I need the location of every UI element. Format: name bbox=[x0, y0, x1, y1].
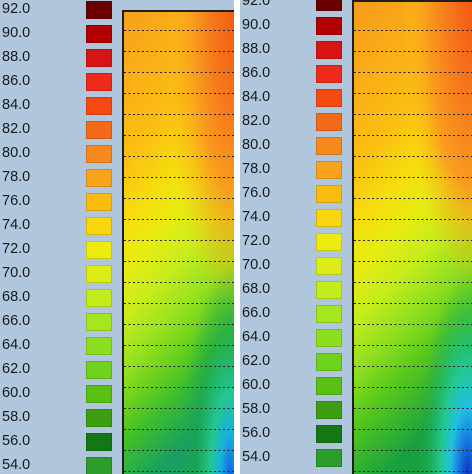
legend-swatch bbox=[86, 385, 112, 403]
legend-swatch bbox=[86, 169, 112, 187]
legend-swatch bbox=[316, 17, 342, 35]
legend-swatch bbox=[86, 313, 112, 331]
legend-label: 88.0 bbox=[2, 49, 31, 65]
contour-plot-right bbox=[352, 0, 472, 474]
legend-swatch bbox=[86, 49, 112, 67]
legend-label: 86.0 bbox=[242, 65, 271, 81]
legend-swatch bbox=[316, 353, 342, 371]
left-panel: 92.0 90.0 88.0 86.0 84.0 82.0 80.0 78.0 76.0 74.0… bbox=[0, 0, 234, 474]
legend-label: 74.0 bbox=[2, 217, 31, 233]
legend-label: 92.0 bbox=[242, 0, 271, 9]
legend-swatch bbox=[316, 0, 342, 11]
legend-label: 84.0 bbox=[2, 97, 31, 113]
contour-plot-left bbox=[122, 10, 234, 474]
legend-label: 70.0 bbox=[242, 257, 271, 273]
legend-label: 92.0 bbox=[2, 1, 31, 17]
legend-swatch bbox=[86, 217, 112, 235]
panel-divider bbox=[234, 0, 240, 474]
legend-swatch bbox=[86, 289, 112, 307]
legend-swatch bbox=[86, 265, 112, 283]
legend-label: 72.0 bbox=[2, 241, 31, 257]
legend-label: 58.0 bbox=[2, 409, 31, 425]
legend-label: 88.0 bbox=[242, 41, 271, 57]
legend-label: 68.0 bbox=[242, 281, 271, 297]
legend-swatch bbox=[86, 457, 112, 474]
legend-swatch bbox=[316, 233, 342, 251]
legend-label: 90.0 bbox=[2, 25, 31, 41]
legend-swatch bbox=[316, 89, 342, 107]
legend-label: 68.0 bbox=[2, 289, 31, 305]
legend-swatch bbox=[316, 113, 342, 131]
legend-label: 54.0 bbox=[2, 457, 31, 473]
legend-swatch bbox=[86, 73, 112, 91]
legend-label: 62.0 bbox=[2, 361, 31, 377]
legend-label: 54.0 bbox=[242, 449, 271, 465]
legend-swatch bbox=[316, 281, 342, 299]
legend-swatch bbox=[86, 97, 112, 115]
legend-label: 72.0 bbox=[242, 233, 271, 249]
legend-swatch bbox=[316, 65, 342, 83]
legend-swatch bbox=[86, 1, 112, 19]
legend-label: 86.0 bbox=[2, 73, 31, 89]
legend-swatch bbox=[316, 185, 342, 203]
legend-swatch bbox=[86, 241, 112, 259]
legend-label: 56.0 bbox=[242, 425, 271, 441]
legend-label: 70.0 bbox=[2, 265, 31, 281]
legend-swatch bbox=[86, 145, 112, 163]
legend-label: 80.0 bbox=[2, 145, 31, 161]
legend-label: 66.0 bbox=[242, 305, 271, 321]
legend-swatch bbox=[86, 337, 112, 355]
legend-swatch bbox=[316, 161, 342, 179]
legend-label: 60.0 bbox=[2, 385, 31, 401]
legend-label: 76.0 bbox=[2, 193, 31, 209]
legend-label: 80.0 bbox=[242, 137, 271, 153]
legend-swatch bbox=[316, 329, 342, 347]
legend-swatch bbox=[316, 449, 342, 467]
legend-swatch bbox=[316, 377, 342, 395]
legend-label: 90.0 bbox=[242, 17, 271, 33]
right-panel: 92.0 90.0 88.0 86.0 84.0 82.0 80.0 78.0 76.0 74.0… bbox=[240, 0, 472, 474]
legend-swatch bbox=[86, 121, 112, 139]
legend-label: 66.0 bbox=[2, 313, 31, 329]
legend-swatch bbox=[86, 25, 112, 43]
legend-swatch bbox=[316, 41, 342, 59]
legend-label: 56.0 bbox=[2, 433, 31, 449]
legend-swatch bbox=[316, 209, 342, 227]
legend-label: 60.0 bbox=[242, 377, 271, 393]
legend-swatch bbox=[86, 361, 112, 379]
legend-swatch bbox=[86, 433, 112, 451]
legend-label: 78.0 bbox=[2, 169, 31, 185]
legend-label: 62.0 bbox=[242, 353, 271, 369]
legend-swatch bbox=[316, 257, 342, 275]
legend-label: 58.0 bbox=[242, 401, 271, 417]
legend-label: 74.0 bbox=[242, 209, 271, 225]
legend-label: 64.0 bbox=[242, 329, 271, 345]
legend-label: 82.0 bbox=[2, 121, 31, 137]
legend-label: 64.0 bbox=[2, 337, 31, 353]
legend-label: 76.0 bbox=[242, 185, 271, 201]
legend-label: 82.0 bbox=[242, 113, 271, 129]
legend-swatch bbox=[316, 425, 342, 443]
legend-swatch bbox=[86, 409, 112, 427]
legend-swatch bbox=[316, 137, 342, 155]
legend-swatch bbox=[86, 193, 112, 211]
legend-swatch bbox=[316, 305, 342, 323]
legend-label: 78.0 bbox=[242, 161, 271, 177]
legend-swatch bbox=[316, 401, 342, 419]
legend-label: 84.0 bbox=[242, 89, 271, 105]
